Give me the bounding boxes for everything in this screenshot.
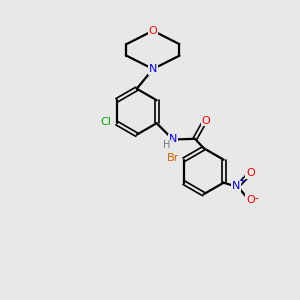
Text: -: - xyxy=(255,194,259,204)
Text: O: O xyxy=(202,116,211,126)
Text: O: O xyxy=(246,168,255,178)
Text: O: O xyxy=(246,195,255,205)
Text: Br: Br xyxy=(167,153,179,163)
Text: O: O xyxy=(148,26,157,36)
Text: N: N xyxy=(149,64,157,74)
Text: +: + xyxy=(238,176,245,185)
Text: H: H xyxy=(163,140,170,150)
Text: Cl: Cl xyxy=(100,117,111,127)
Text: N: N xyxy=(169,134,177,144)
Text: N: N xyxy=(232,181,240,190)
